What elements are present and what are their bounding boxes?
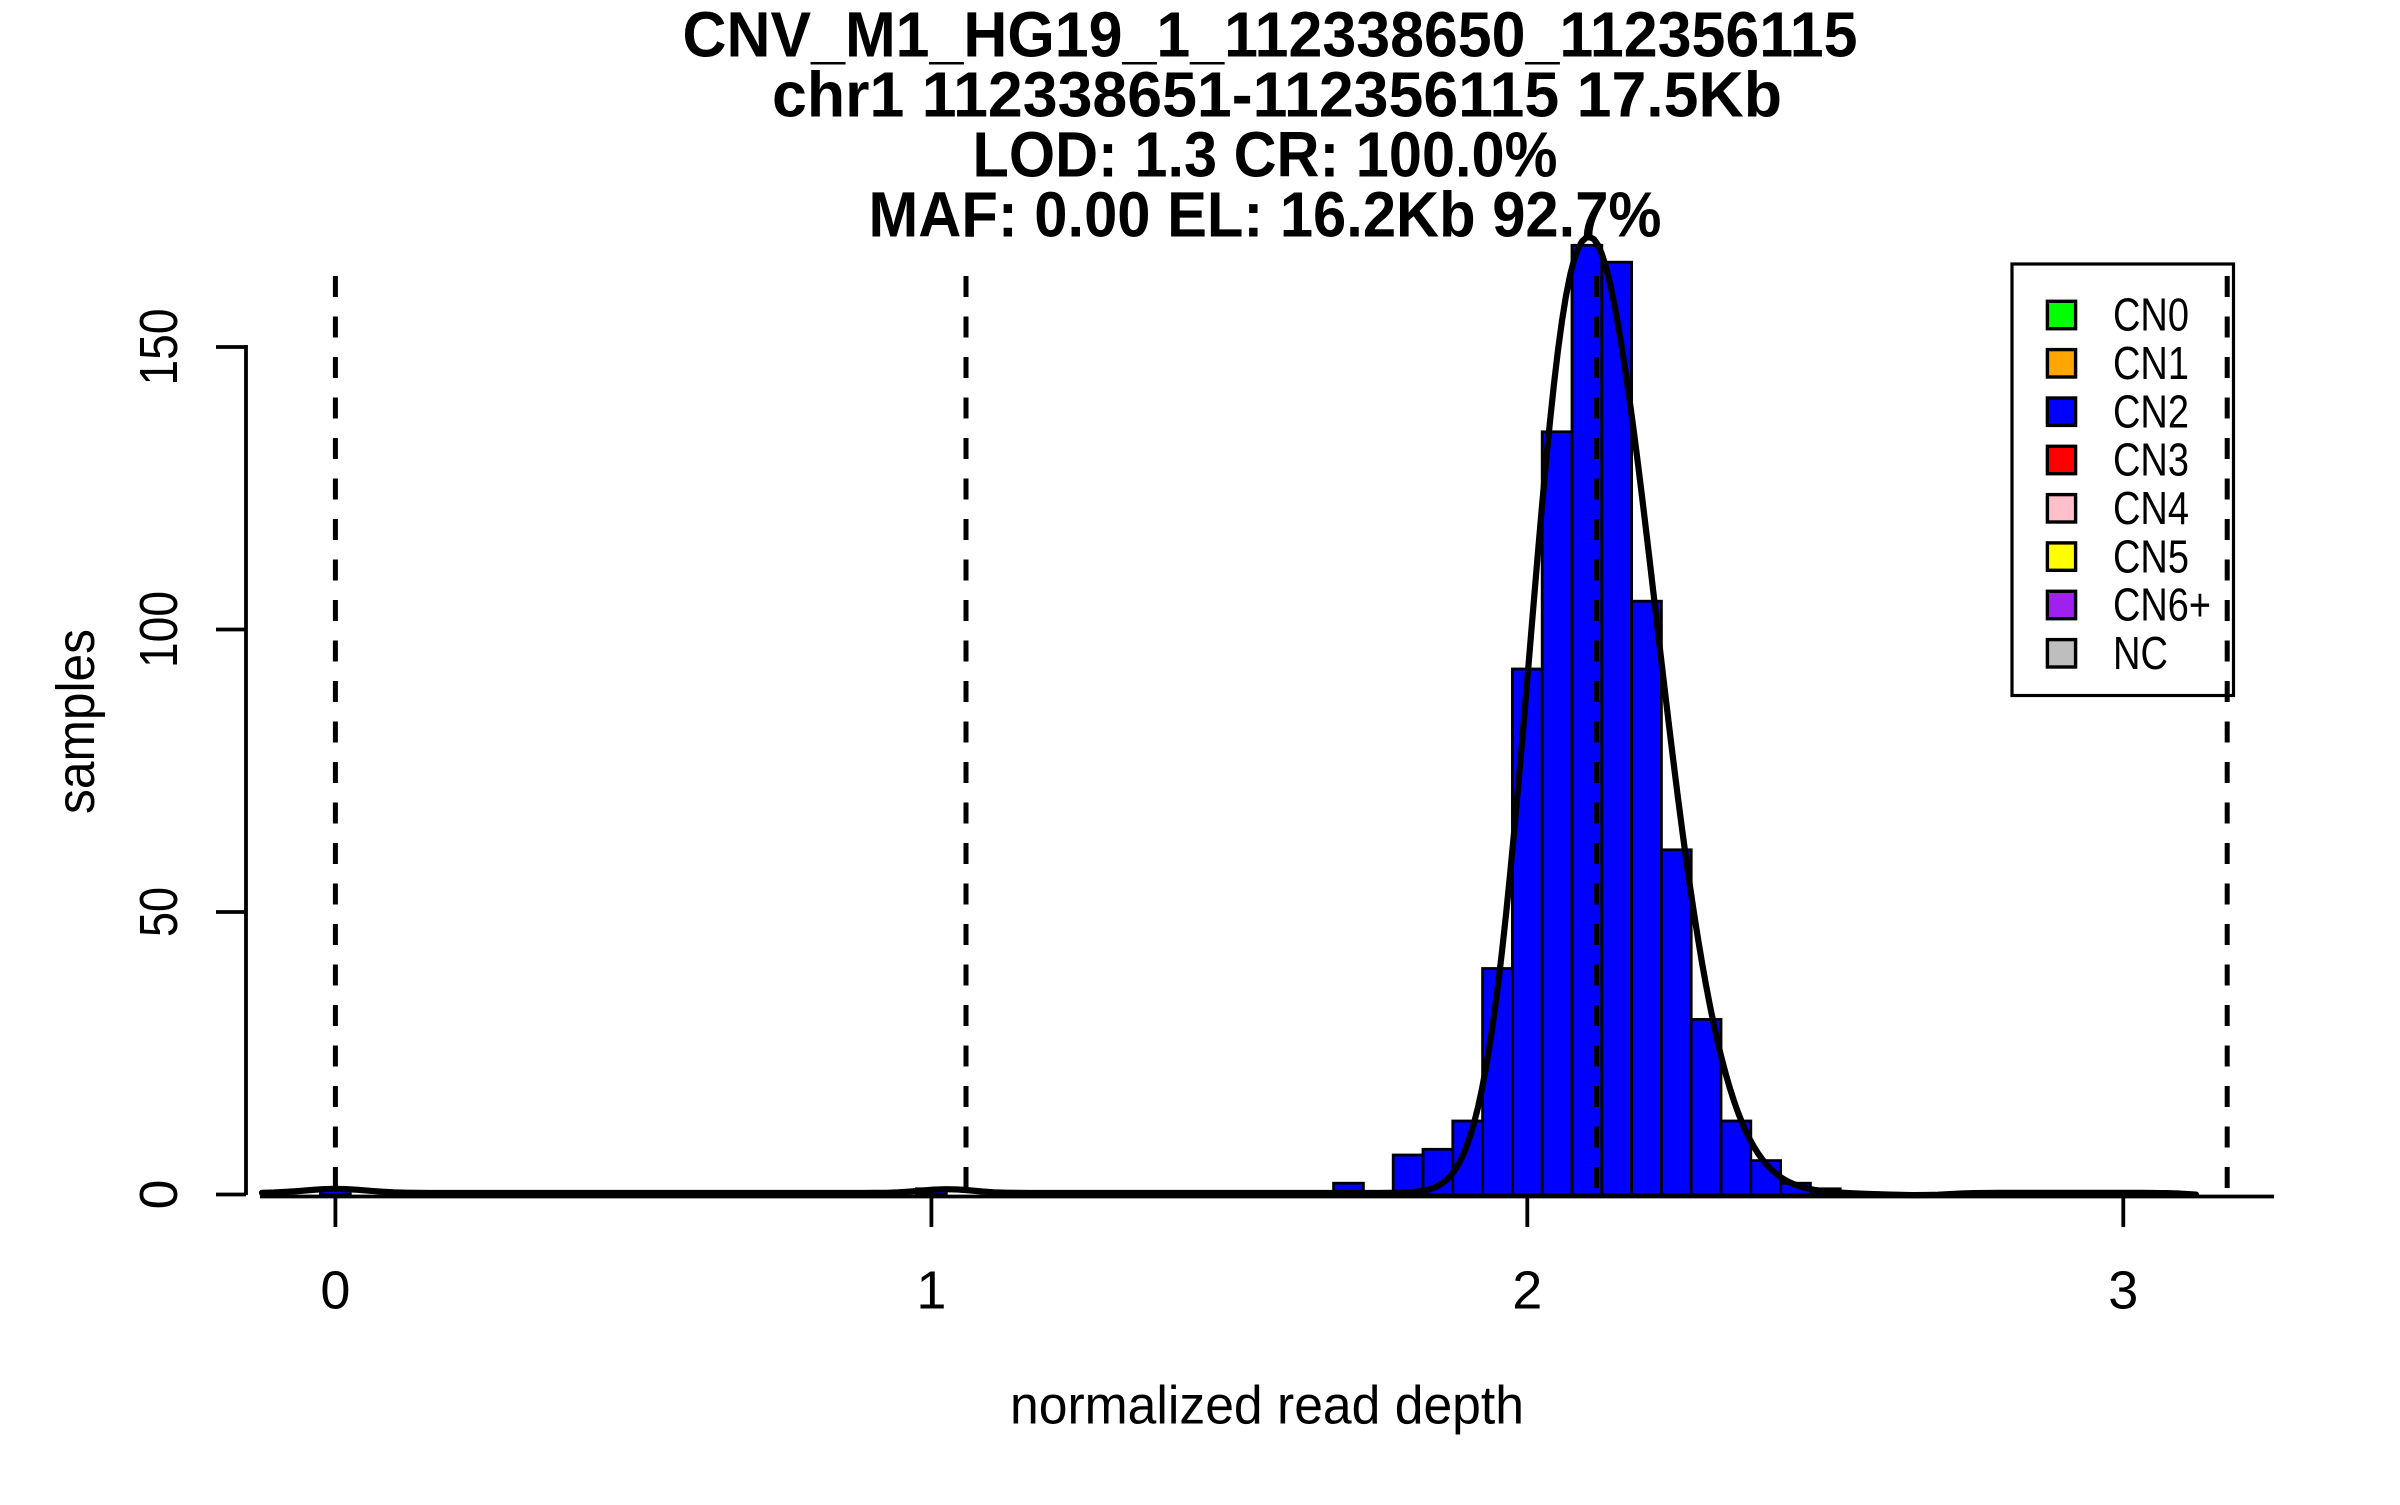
- svg-text:CN4: CN4: [2113, 482, 2189, 534]
- svg-text:NC: NC: [2113, 627, 2168, 679]
- svg-text:3: 3: [2108, 1261, 2138, 1321]
- svg-text:CN2: CN2: [2113, 385, 2189, 437]
- svg-text:1: 1: [916, 1261, 946, 1321]
- svg-text:CN6+: CN6+: [2113, 579, 2211, 631]
- svg-text:50: 50: [129, 887, 189, 937]
- svg-text:CN3: CN3: [2113, 434, 2189, 486]
- svg-text:CN0: CN0: [2113, 289, 2189, 341]
- svg-text:LOD: 1.3 CR: 100.0%: LOD: 1.3 CR: 100.0%: [973, 119, 1558, 191]
- svg-text:chr1 112338651-112356115 17.5K: chr1 112338651-112356115 17.5Kb: [772, 59, 1782, 131]
- svg-text:samples: samples: [46, 629, 106, 814]
- svg-text:CN5: CN5: [2113, 530, 2189, 582]
- svg-text:CN1: CN1: [2113, 337, 2189, 389]
- svg-text:MAF: 0.00 EL: 16.2Kb 92.7%: MAF: 0.00 EL: 16.2Kb 92.7%: [869, 179, 1662, 251]
- svg-text:normalized read depth: normalized read depth: [1010, 1376, 1524, 1436]
- svg-text:CNV_M1_HG19_1_112338650_112356: CNV_M1_HG19_1_112338650_112356115: [683, 0, 1858, 71]
- svg-text:0: 0: [129, 1179, 189, 1209]
- svg-text:150: 150: [129, 309, 189, 386]
- svg-text:2: 2: [1512, 1261, 1542, 1321]
- svg-text:100: 100: [129, 591, 189, 668]
- svg-text:0: 0: [320, 1261, 350, 1321]
